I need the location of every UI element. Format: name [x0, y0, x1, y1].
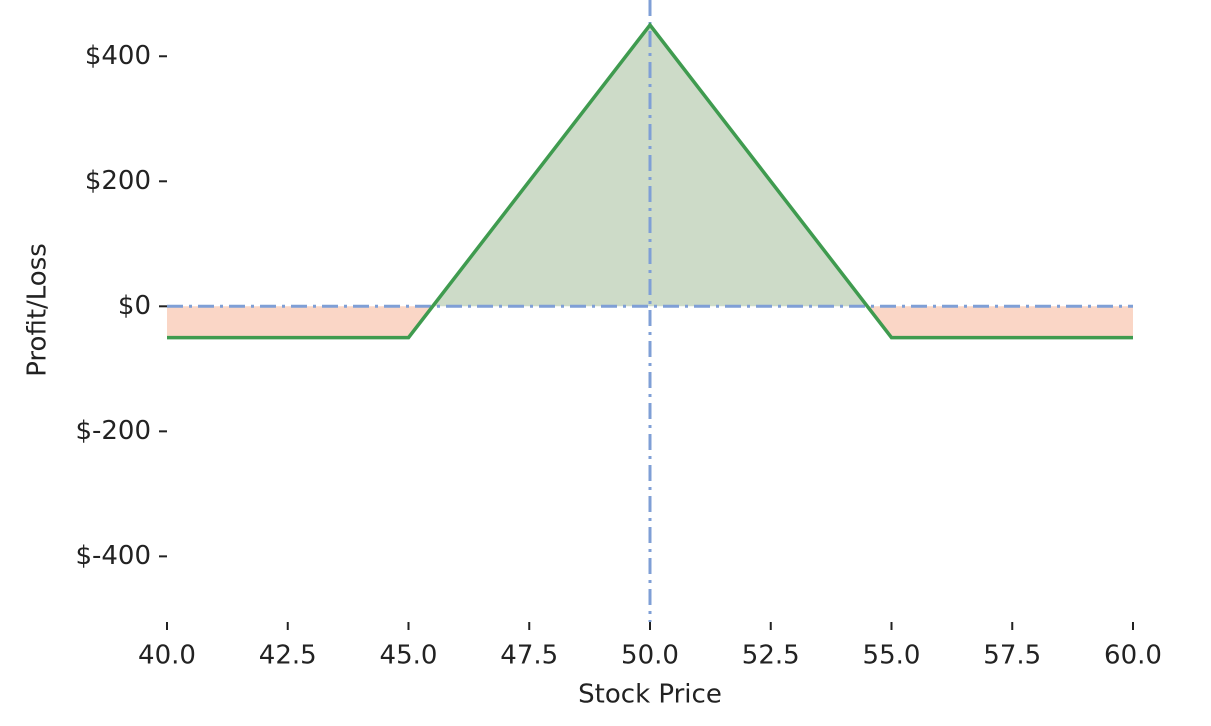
x-tick-label: 55.0: [863, 641, 921, 671]
x-tick-label: 57.5: [983, 641, 1041, 671]
y-tick-label: $-400: [75, 541, 151, 571]
x-tick-label: 45.0: [380, 641, 438, 671]
x-tick-label: 42.5: [259, 641, 317, 671]
x-tick-label: 52.5: [742, 641, 800, 671]
x-tick-label: 60.0: [1104, 641, 1162, 671]
y-tick-label: $-200: [75, 416, 151, 446]
payoff-line: [167, 22, 1133, 340]
y-tick-label: $0: [118, 291, 151, 321]
y-tick-label: $400: [85, 41, 151, 71]
x-tick-label: 40.0: [138, 641, 196, 671]
x-tick-label: 50.0: [621, 641, 679, 671]
loss-area: [867, 306, 1133, 338]
x-tick-label: 47.5: [500, 641, 558, 671]
y-axis-label: Profit/Loss: [23, 243, 53, 377]
x-axis-label: Stock Price: [578, 680, 722, 710]
loss-area: [167, 306, 433, 338]
y-tick-label: $200: [85, 166, 151, 196]
